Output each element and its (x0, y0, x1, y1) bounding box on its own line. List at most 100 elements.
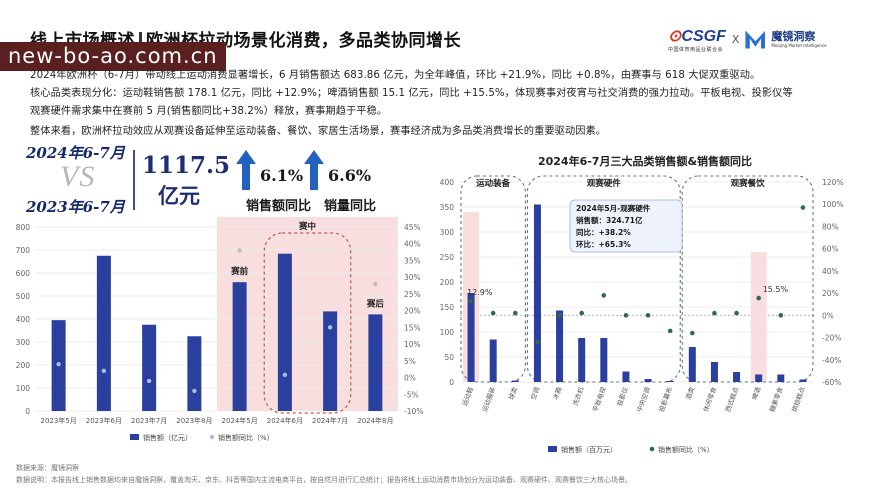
sales-bar (187, 336, 202, 411)
sales-bar (368, 314, 383, 411)
right-tick-label: 40% (822, 267, 839, 276)
sales-bar (644, 379, 652, 382)
mirror-logo: 魔镜洞察 Moojing Market Intelligence (771, 30, 827, 48)
right-tick-label: -10% (404, 407, 423, 416)
left-tick-label: 250 (440, 253, 455, 262)
x-tick-label: 2024年7月 (312, 416, 348, 425)
x-tick-label: 冰箱 (551, 385, 564, 401)
sales-bar (467, 293, 475, 382)
total-unit: 亿元 (158, 183, 200, 208)
x-tick-label: 西式糕点 (723, 385, 741, 413)
kpi-divider (133, 150, 135, 210)
right-tick-label: -5% (404, 390, 419, 399)
right-tick-label: 25% (404, 290, 421, 299)
vs-text: VS (60, 160, 96, 193)
logo-area: ⊙CSGF 中国体育用品业联合会 X 魔镜洞察 Moojing Market Int… (668, 26, 827, 53)
x-tick-label: 球类 (506, 385, 519, 401)
legend-bar-label: 销售额（亿元） (143, 433, 192, 442)
right-tick-label: 20% (404, 307, 421, 316)
left-tick-label: 700 (16, 246, 31, 255)
legend-bar-label: 销售额（百万元） (561, 445, 617, 454)
right-tick-label: 40% (404, 240, 421, 249)
watermark: new-bo-ao.com.cn (0, 42, 226, 71)
yoy-dot (56, 361, 61, 367)
sales-bar (533, 204, 541, 382)
sales-bar (96, 255, 111, 411)
yoy-dot (690, 330, 695, 336)
right-tick-label: 45% (404, 223, 421, 232)
legend-bar-swatch (130, 434, 139, 440)
sales-yoy-label: 销售额同比 (246, 199, 312, 214)
sales-bar (578, 338, 586, 382)
yoy-dot (373, 281, 378, 287)
left-tick-label: 200 (440, 278, 455, 287)
sales-bar (777, 374, 785, 382)
right-tick-label: 15% (404, 323, 421, 332)
left-tick-label: 300 (440, 228, 455, 237)
chart-title: 2024年6-7月三大品类销售额&销售额同比 (538, 154, 752, 168)
yoy-dot (237, 248, 242, 253)
x-tick-label: 2023年8月 (176, 416, 212, 425)
x-tick-label: 酒类 (683, 385, 696, 401)
group-label: 观赛硬件 (587, 178, 622, 189)
right-tick-label: 80% (822, 222, 839, 231)
left-tick-label: 600 (16, 269, 31, 278)
legend-bar-swatch (548, 446, 557, 452)
sales-bar (511, 380, 519, 382)
left-tick-label: 200 (16, 361, 31, 370)
post-period-highlight (217, 217, 398, 411)
yoy-dot (623, 313, 629, 318)
yoy-dot (756, 295, 761, 301)
logo-separator: X (731, 33, 740, 46)
x-tick-label: 2024年8月 (357, 416, 393, 425)
left-tick-label: 100 (440, 328, 455, 337)
footer-note: 数据说明：本报告线上销售数据均来自魔镜洞察，覆盖淘天、京东、抖音等国内主流电商平… (16, 476, 632, 484)
x-tick-label: 2023年7月 (131, 416, 167, 425)
title-divider (139, 32, 142, 48)
left-tick-label: 350 (440, 203, 455, 212)
x-tick-label: 中央空调 (635, 386, 652, 414)
footer-source: 数据来源：魔镜洞察 (16, 464, 79, 472)
x-tick-label: 烘焙糕点 (789, 385, 807, 413)
sales-bar (755, 374, 763, 382)
yoy-data-label: 12.9% (467, 288, 493, 297)
csgf-logo: ⊙CSGF 中国体育用品业联合会 (668, 28, 726, 53)
left-tick-label: 400 (16, 315, 31, 324)
callout-line: 2024年5月-观赛硬件 (576, 203, 651, 213)
right-tick-label: 35% (404, 256, 421, 265)
left-tick-label: 150 (440, 303, 455, 312)
right-tick-label: 0% (404, 374, 416, 383)
period-a: 2024年6-7月 (26, 144, 125, 162)
sales-bar (142, 324, 157, 411)
x-tick-label: 平板电视 (590, 385, 608, 413)
legend-dot-label: 销售额同比（%） (218, 433, 274, 442)
x-tick-label: 休闲零食 (701, 385, 719, 413)
right-tick-label: 5% (404, 357, 416, 366)
yoy-dot (557, 313, 562, 318)
right-tick-label: 20% (822, 289, 839, 298)
x-tick-label: 洗衣机 (570, 385, 585, 407)
right-tick-label: 10% (404, 340, 421, 349)
right-tick-label: -20% (822, 334, 841, 343)
highlight-band (750, 252, 767, 382)
category-group-frame (526, 175, 681, 383)
x-tick-label: 投影幕布 (657, 385, 675, 413)
yoy-dot (800, 205, 806, 210)
yoy-dot (667, 328, 673, 334)
callout-line: 环比：+65.3% (576, 239, 631, 249)
period-annotation: 赛中 (298, 221, 316, 232)
callout-line: 同比：+38.2% (576, 227, 631, 237)
yoy-dot (468, 298, 474, 304)
x-tick-label: 2023年6月 (86, 416, 122, 425)
total-value: 1117.5 (142, 152, 231, 179)
sales-bar (622, 371, 630, 382)
yoy-dot (579, 310, 584, 316)
sales-bar (799, 379, 807, 382)
right-tick-label: -40% (822, 356, 841, 365)
x-tick-label: 运动服装 (480, 385, 498, 413)
sales-bar (232, 282, 247, 411)
monthly-sales-chart: 0 100 200 300 400 500 600 700 800 -10% -5% 0% 5% 10% 1… (16, 217, 423, 442)
paragraph-2: 核心品类表现分化：运动鞋销售额 178.1 亿元，同比 +12.9%；啤酒销售额… (30, 88, 793, 99)
x-tick-label: 2024年6月 (267, 416, 303, 425)
yoy-dot (192, 388, 197, 394)
